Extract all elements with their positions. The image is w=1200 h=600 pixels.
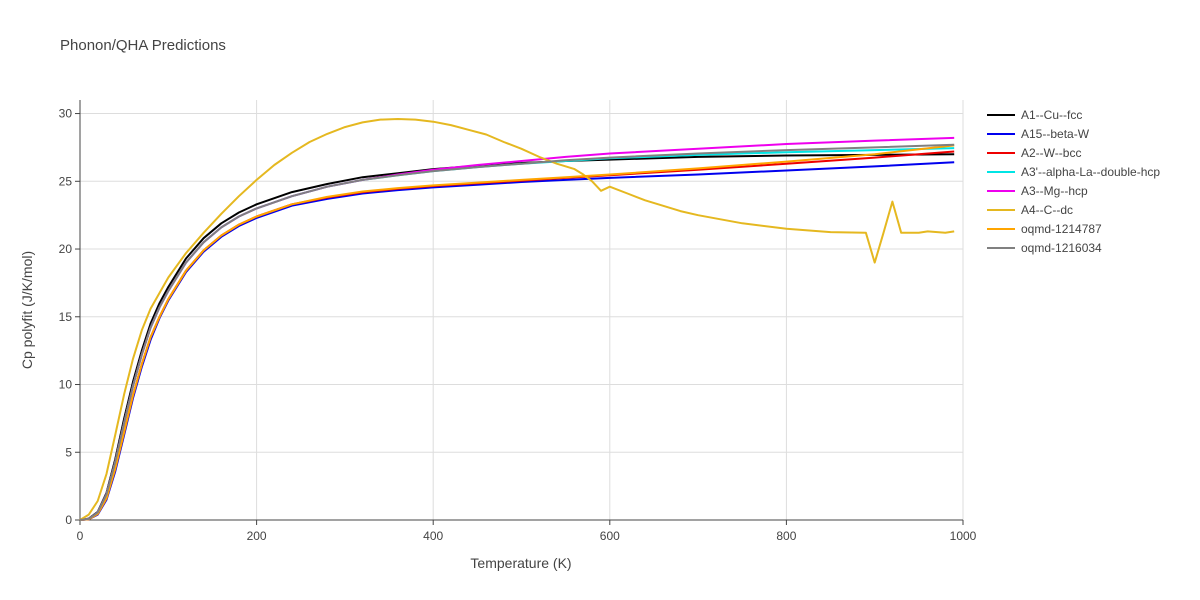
legend-label: A15--beta-W: [1021, 127, 1090, 141]
legend-item-4[interactable]: A3--Mg--hcp: [987, 184, 1088, 198]
legend-item-2[interactable]: A2--W--bcc: [987, 146, 1081, 160]
series-line-1: [79, 161, 955, 521]
chart-title: Phonon/QHA Predictions: [60, 37, 226, 54]
legend-label: oqmd-1216034: [1021, 241, 1102, 255]
legend-label: A3'--alpha-La--double-hcp: [1021, 165, 1160, 179]
legend-item-5[interactable]: A4--C--dc: [987, 203, 1073, 217]
x-tick-label: 0: [77, 529, 84, 543]
legend-item-7[interactable]: oqmd-1216034: [987, 241, 1102, 255]
x-tick-label: 200: [247, 529, 267, 543]
x-tick-label: 600: [600, 529, 620, 543]
legend[interactable]: A1--Cu--fcc A15--beta-W A2--W--bcc A3'--alp…: [987, 108, 1160, 255]
legend-label: A3--Mg--hcp: [1021, 184, 1088, 198]
y-tick-label: 0: [65, 513, 72, 527]
legend-item-3[interactable]: A3'--alpha-La--double-hcp: [987, 165, 1160, 179]
x-tick-label: 400: [423, 529, 443, 543]
y-tick-label: 15: [59, 310, 73, 324]
legend-item-6[interactable]: oqmd-1214787: [987, 222, 1102, 236]
ticks: 0 200 400 600 800 1000 0 5 10 15 20 25 30: [59, 107, 977, 543]
legend-item-0[interactable]: A1--Cu--fcc: [987, 108, 1082, 122]
y-tick-label: 5: [65, 445, 72, 459]
y-tick-label: 25: [59, 174, 73, 188]
legend-label: A4--C--dc: [1021, 203, 1073, 217]
series-line-4: [79, 136, 955, 521]
x-axis-title: Temperature (K): [470, 555, 571, 571]
x-tick-label: 800: [776, 529, 796, 543]
grid: [80, 100, 964, 520]
series-line-3: [79, 147, 955, 521]
legend-item-1[interactable]: A15--beta-W: [987, 127, 1090, 141]
legend-label: A2--W--bcc: [1021, 146, 1081, 160]
y-tick-label: 10: [59, 378, 73, 392]
y-tick-label: 30: [59, 107, 73, 121]
series-line-5: [79, 118, 955, 521]
legend-label: A1--Cu--fcc: [1021, 108, 1082, 122]
legend-label: oqmd-1214787: [1021, 222, 1102, 236]
series-line-7: [79, 143, 955, 521]
x-tick-label: 1000: [950, 529, 977, 543]
series-line-2: [79, 150, 955, 521]
series-line-0: [79, 153, 955, 521]
y-axis-title: Cp polyfit (J/K/mol): [19, 251, 35, 369]
series-line-6: [79, 144, 955, 521]
plot-area: [79, 118, 955, 521]
axes: [79, 100, 963, 521]
y-tick-label: 20: [59, 242, 73, 256]
